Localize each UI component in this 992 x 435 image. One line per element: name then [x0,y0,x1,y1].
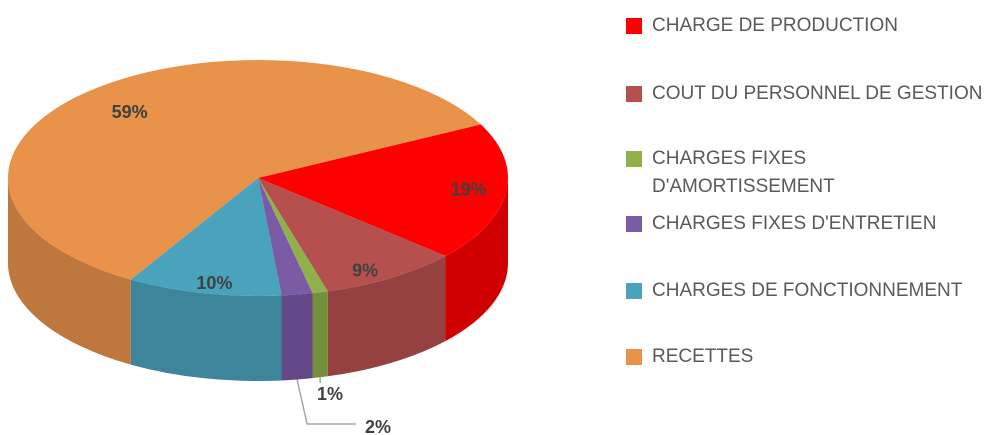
slice-side [7,178,131,365]
slice-shade [130,279,282,382]
slice-side [281,293,313,381]
legend-swatch [626,283,642,299]
data-label: 9% [352,260,378,280]
data-label: 19% [451,179,487,199]
legend-swatch [626,151,642,167]
legend-label: CHARGES FIXES D'ENTRETIEN [652,213,937,234]
chart: 19% 9% 1% 2% 10% 59% [7,60,508,435]
slice [130,178,282,297]
legend-label: RECETTES [652,346,754,367]
slice-side [312,291,328,379]
data-label: 10% [196,273,232,293]
slice [7,60,481,280]
slice-side [327,256,446,377]
slice-shade [327,256,446,377]
slice-shade [445,178,508,342]
legend-swatch [626,349,642,365]
legend-label: CHARGES DE FONCTIONNEMENT [652,280,963,301]
slice-shade [312,291,328,379]
legend-label: CHARGES FIXES D'AMORTISSEMENT [652,148,835,197]
slice-shade [281,293,313,381]
slice [258,178,446,292]
legend-entry: COUT DU PERSONNEL DE GESTION [626,82,982,108]
legend-swatch [626,216,642,232]
slice [258,124,508,257]
legend-entry: CHARGE DE PRODUCTION [626,14,898,40]
legend-entry: CHARGES DE FONCTIONNEMENT [626,279,962,305]
legend-swatch [626,86,642,102]
legend-entry: CHARGES FIXES D'AMORTISSEMENT [626,147,872,201]
slice [258,178,328,294]
legend-swatch [626,18,642,34]
legend-entry: RECETTES [626,345,753,371]
legend-label: COUT DU PERSONNEL DE GESTION [652,83,983,104]
legend-label: CHARGE DE PRODUCTION [652,15,898,36]
slice-side [445,178,508,342]
data-label: 1% [317,384,343,404]
data-label: 2% [365,417,391,435]
data-label: 59% [112,102,148,122]
slice [258,178,313,296]
legend-entry: CHARGES FIXES D'ENTRETIEN [626,212,936,238]
leader-line [296,379,356,425]
slice-shade [7,178,131,365]
slice-side [130,279,282,382]
